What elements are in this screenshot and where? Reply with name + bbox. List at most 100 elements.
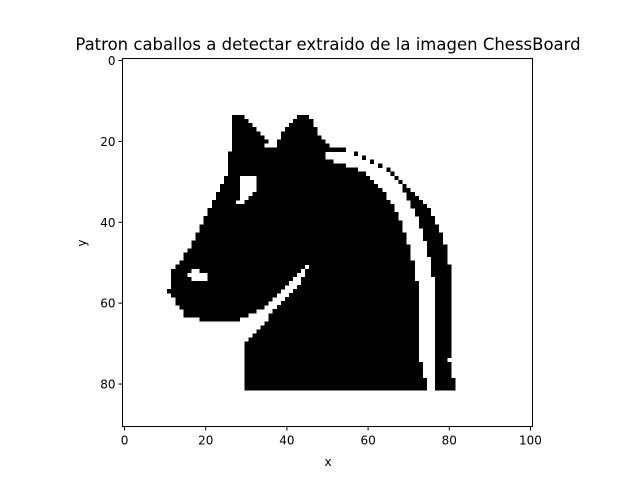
- image-pixel-run: [232, 115, 245, 120]
- image-pixel-run: [414, 212, 432, 217]
- image-pixel-run: [292, 289, 419, 294]
- image-pixel-run: [435, 309, 452, 314]
- image-pixel-run: [215, 195, 241, 201]
- image-pixel-run: [264, 321, 419, 326]
- x-tick-label: 40: [279, 434, 294, 448]
- image-pixel-run: [431, 272, 452, 278]
- image-pixel-run: [228, 167, 358, 173]
- image-pixel-run: [244, 382, 427, 387]
- image-pixel-run: [280, 135, 322, 140]
- image-pixel-run: [301, 276, 415, 282]
- image-pixel-run: [171, 272, 188, 278]
- image-pixel-run: [199, 268, 302, 274]
- image-pixel-run: [422, 236, 444, 241]
- image-pixel-run: [297, 284, 419, 290]
- y-tick-label: 0: [108, 54, 116, 68]
- image-pixel-run: [252, 333, 419, 338]
- y-tick-label: 60: [100, 297, 115, 311]
- image-pixel-run: [203, 216, 399, 221]
- image-pixel-run: [288, 293, 419, 298]
- image-pixel-run: [288, 123, 314, 128]
- image-pixel-run: [244, 361, 423, 367]
- image-pixel-run: [431, 256, 448, 261]
- image-pixel-run: [199, 224, 403, 229]
- image-pixel-run: [228, 155, 326, 160]
- image-pixel-run: [183, 252, 411, 257]
- image-pixel-run: [219, 187, 241, 193]
- image-pixel-run: [410, 200, 423, 205]
- image-pixel-run: [203, 220, 403, 225]
- image-pixel-run: [435, 321, 452, 326]
- image-pixel-run: [394, 175, 399, 181]
- image-pixel-run: [378, 163, 383, 168]
- image-pixel-run: [435, 276, 452, 282]
- image-pixel-run: [276, 305, 419, 310]
- plot-frame: [122, 58, 533, 427]
- image-pixel-run: [435, 357, 448, 363]
- image-pixel-run: [244, 349, 419, 355]
- image-pixel-run: [244, 341, 419, 346]
- image-pixel-run: [171, 280, 289, 286]
- image-pixel-run: [431, 264, 452, 270]
- image-pixel-run: [183, 256, 411, 261]
- image-pixel-run: [195, 236, 407, 241]
- image-pixel-run: [435, 353, 452, 359]
- image-pixel-run: [244, 365, 423, 371]
- image-pixel-run: [435, 337, 452, 342]
- x-axis-ticks: 0 20 40 60 80 100: [121, 426, 542, 448]
- image-pixel-run: [435, 297, 452, 302]
- image-pixel-run: [228, 151, 326, 156]
- image-pixel-run: [232, 119, 249, 124]
- image-pixel-run: [418, 216, 436, 221]
- image-pixel-run: [244, 200, 391, 205]
- image-pixel-run: [426, 248, 448, 253]
- image-pixel-run: [211, 204, 395, 209]
- image-pixel-run: [228, 171, 367, 177]
- x-axis-label: x: [324, 455, 331, 469]
- image-pixel-run: [207, 208, 395, 213]
- x-tick-label: 0: [121, 434, 129, 448]
- image-pixel-run: [284, 127, 318, 132]
- image-pixel-run: [244, 345, 419, 350]
- image-pixel-run: [435, 284, 452, 290]
- image-pixel-run: [435, 345, 452, 350]
- image-pixel-run: [244, 353, 419, 359]
- image-pixel-run: [292, 119, 314, 124]
- image-pixel-run: [232, 135, 265, 140]
- image-pixel-run: [435, 289, 452, 294]
- image-pixel-run: [305, 272, 415, 278]
- image-pixel-run: [398, 179, 403, 185]
- image-pixel-run: [175, 297, 273, 302]
- y-axis-label: y: [75, 239, 89, 246]
- x-tick-label: 20: [198, 434, 213, 448]
- y-axis-ticks: 0 20 40 60 80: [100, 54, 123, 392]
- image-pixel-run: [207, 276, 293, 282]
- image-pixel-run: [183, 309, 257, 314]
- x-tick-label: 60: [360, 434, 375, 448]
- image-pixel-run: [309, 264, 415, 270]
- image-pixel-run: [435, 329, 452, 334]
- image-pixel-run: [268, 313, 419, 318]
- image-pixel-run: [435, 386, 456, 391]
- image-pixel-run: [219, 183, 241, 189]
- image-pixel-run: [252, 191, 387, 197]
- image-pixel-run: [362, 155, 367, 160]
- image-pixel-run: [422, 228, 440, 233]
- image-pixel-run: [175, 264, 306, 270]
- image-pixel-run: [431, 268, 452, 274]
- image-pixel-run: [305, 268, 415, 274]
- image-pixel-run: [284, 297, 419, 302]
- image-pixel-run: [232, 147, 346, 152]
- image-pixel-run: [223, 175, 241, 181]
- image-pixel-run: [175, 301, 269, 306]
- image-pixel-run: [406, 195, 419, 201]
- image-pixel-run: [179, 305, 265, 310]
- image-pixel-run: [418, 224, 440, 229]
- image-pixel-run: [256, 179, 375, 185]
- y-tick-label: 80: [100, 378, 115, 392]
- image-pixel-run: [276, 139, 326, 144]
- image-pixel-run: [191, 240, 407, 245]
- image-pixel-run: [187, 248, 411, 253]
- image-pixel-run: [435, 301, 452, 306]
- image-pixel-run: [272, 309, 419, 314]
